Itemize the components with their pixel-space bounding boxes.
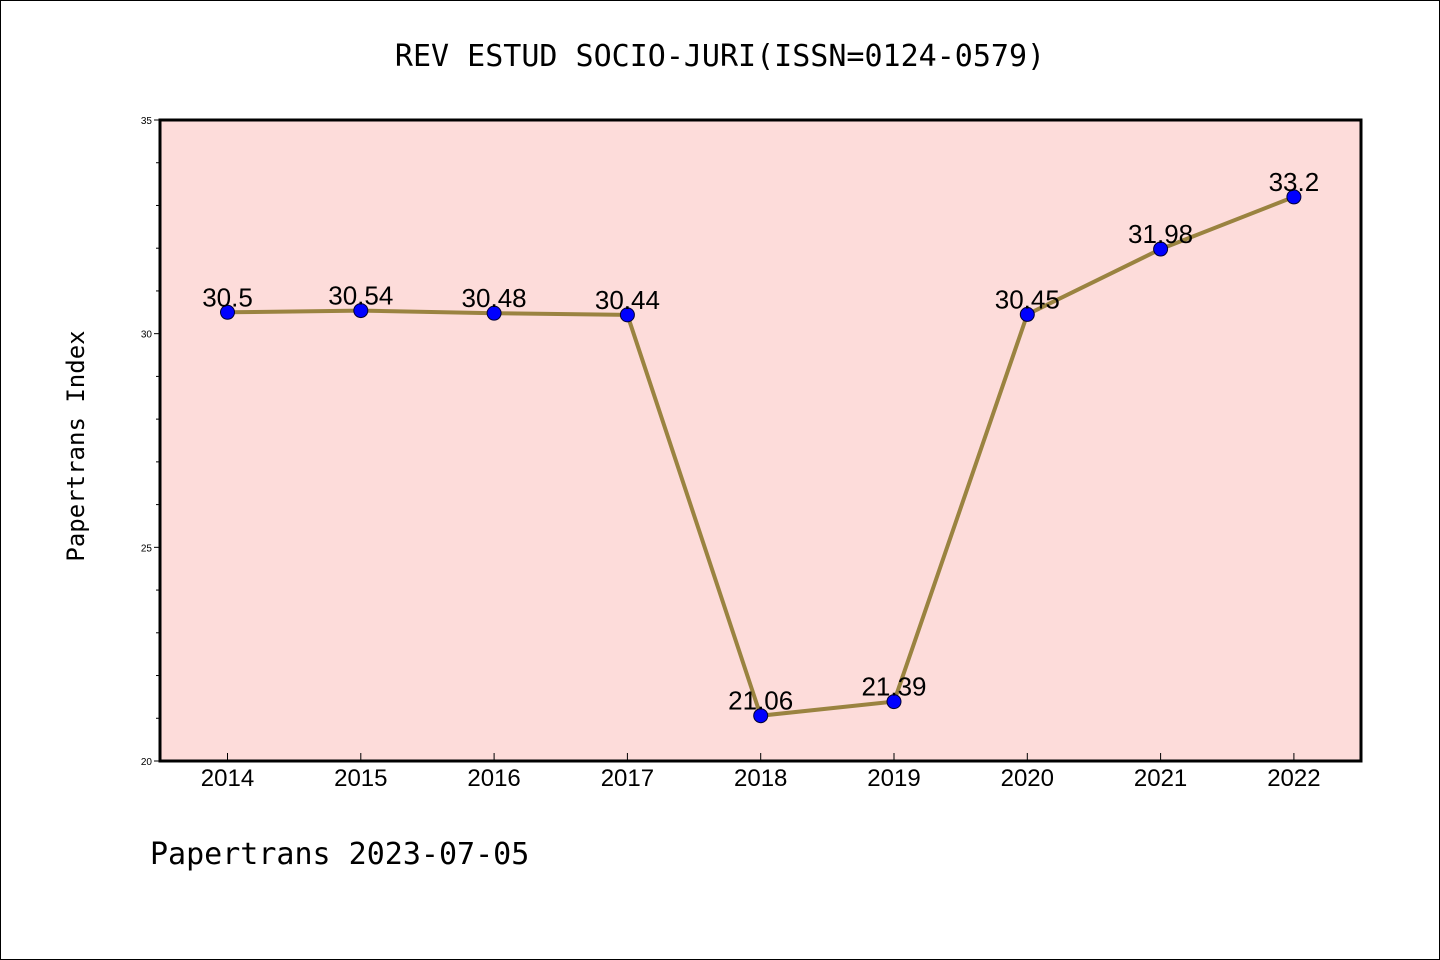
- y-tick-label: 25: [141, 543, 153, 554]
- data-point: [619, 307, 635, 323]
- x-tick-label: 2020: [1001, 765, 1054, 792]
- x-axis-ticks: 2014 2015 2016 2017 2018 2019 2020 2021 2022: [201, 753, 1321, 792]
- data-label: 31.98: [1128, 219, 1193, 249]
- data-label: 30.48: [462, 283, 527, 313]
- data-labels: 30.5 30.54 30.48 30.44 21.06 21.39 30.45 31.98 3…: [202, 167, 1319, 716]
- data-label: 30.45: [995, 284, 1060, 314]
- footer-text: Papertrans 2023-07-05: [150, 837, 529, 872]
- plot-area: [160, 120, 1361, 761]
- x-tick-label: 2017: [601, 765, 654, 792]
- x-tick-label: 2018: [734, 765, 787, 792]
- data-point: [486, 305, 502, 321]
- data-point: [220, 304, 235, 320]
- data-point: [886, 694, 902, 710]
- x-tick-label: 2019: [867, 765, 920, 792]
- chart-title: REV ESTUD SOCIO-JURI(ISSN=0124-0579): [395, 39, 1045, 74]
- y-axis-ticks: 20 25 30 35: [141, 116, 160, 768]
- data-point: [1286, 189, 1302, 205]
- data-label: 30.44: [595, 285, 660, 315]
- data-point: [353, 303, 369, 319]
- y-tick-label: 20: [141, 757, 153, 768]
- x-tick-label: 2015: [334, 765, 387, 792]
- x-tick-label: 2021: [1134, 765, 1187, 792]
- x-tick-label: 2022: [1267, 765, 1320, 792]
- data-point: [753, 708, 769, 724]
- x-tick-label: 2016: [467, 765, 520, 792]
- data-label: 30.54: [328, 281, 393, 311]
- data-label: 21.39: [861, 672, 926, 702]
- data-label: 30.5: [202, 282, 253, 312]
- plot-border: [158, 118, 1363, 763]
- data-point: [1019, 306, 1035, 322]
- data-label: 21.06: [728, 686, 793, 716]
- y-axis-label: Papertrans Index: [62, 330, 90, 561]
- y-tick-label: 35: [141, 116, 153, 127]
- data-points: [220, 189, 1302, 724]
- x-tick-label: 2014: [201, 765, 254, 792]
- y-tick-label: 30: [141, 330, 153, 341]
- data-label: 33.2: [1269, 167, 1320, 197]
- data-point: [1153, 241, 1169, 257]
